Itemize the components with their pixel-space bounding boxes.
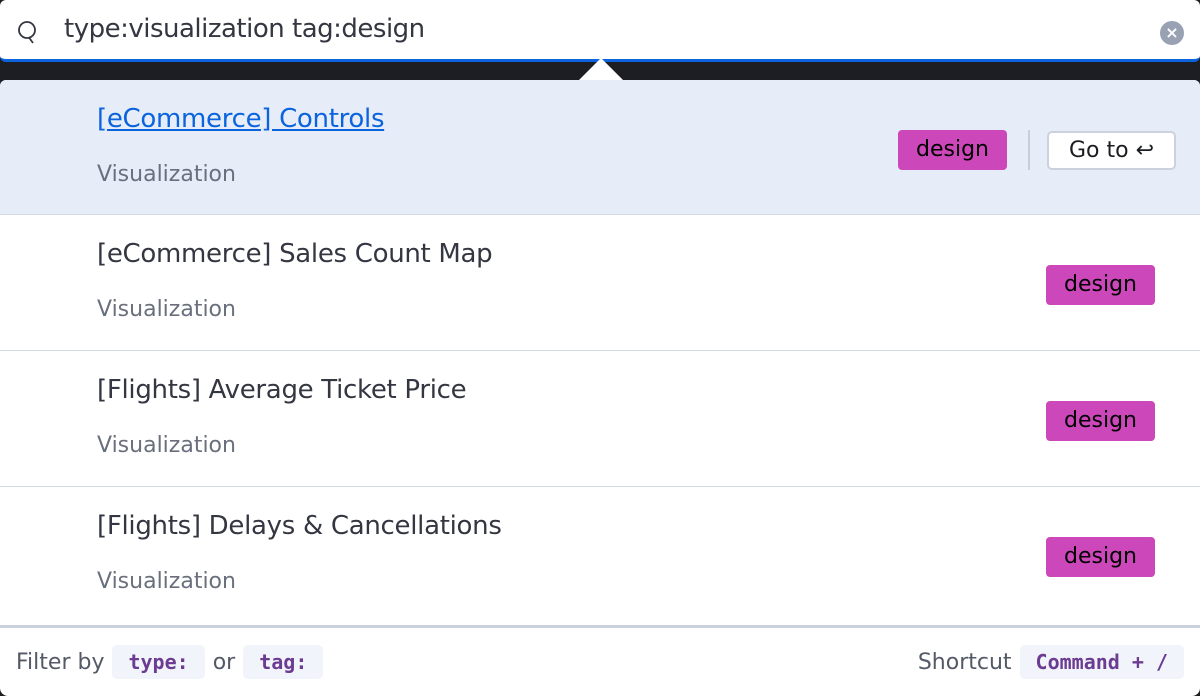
- tag-badge: design: [898, 130, 1007, 170]
- result-type: Visualization: [97, 297, 236, 322]
- shortcut-label: Shortcut: [917, 649, 1012, 675]
- tag-filter-code: tag:: [243, 645, 324, 679]
- result-title[interactable]: [eCommerce] Sales Count Map: [97, 239, 493, 269]
- result-item[interactable]: [eCommerce] Controls Visualization desig…: [0, 80, 1200, 215]
- footer: Filter by type: or tag: Shortcut Command…: [0, 625, 1200, 696]
- results-panel: [eCommerce] Controls Visualization desig…: [0, 80, 1200, 696]
- tag-badge: design: [1046, 401, 1155, 441]
- result-item[interactable]: [Flights] Average Ticket Price Visualiza…: [0, 351, 1200, 487]
- result-type: Visualization: [97, 162, 236, 187]
- result-item[interactable]: [Flights] Delays & Cancellations Visuali…: [0, 487, 1200, 623]
- result-type: Visualization: [97, 569, 236, 594]
- result-item[interactable]: [eCommerce] Sales Count Map Visualizatio…: [0, 215, 1200, 351]
- tag-badge: design: [1046, 537, 1155, 577]
- divider: [1028, 130, 1030, 170]
- clear-icon[interactable]: ×: [1160, 21, 1184, 45]
- result-title[interactable]: [Flights] Average Ticket Price: [97, 375, 467, 405]
- go-to-button[interactable]: Go to ↩: [1047, 131, 1176, 170]
- go-to-label: Go to: [1068, 138, 1129, 163]
- search-icon: [18, 21, 36, 44]
- shortcut-keys: Command + /: [1019, 645, 1184, 679]
- filter-by-label: Filter by: [16, 649, 105, 675]
- return-icon: ↩: [1135, 138, 1155, 163]
- result-type: Visualization: [97, 433, 236, 458]
- tag-badge: design: [1046, 265, 1155, 305]
- search-input[interactable]: [64, 14, 1144, 44]
- or-label: or: [212, 649, 236, 675]
- type-filter-code: type:: [112, 645, 205, 679]
- result-title[interactable]: [eCommerce] Controls: [97, 104, 385, 134]
- popover-arrow: [579, 58, 623, 80]
- search-bar: ×: [0, 0, 1200, 62]
- result-title[interactable]: [Flights] Delays & Cancellations: [97, 511, 502, 541]
